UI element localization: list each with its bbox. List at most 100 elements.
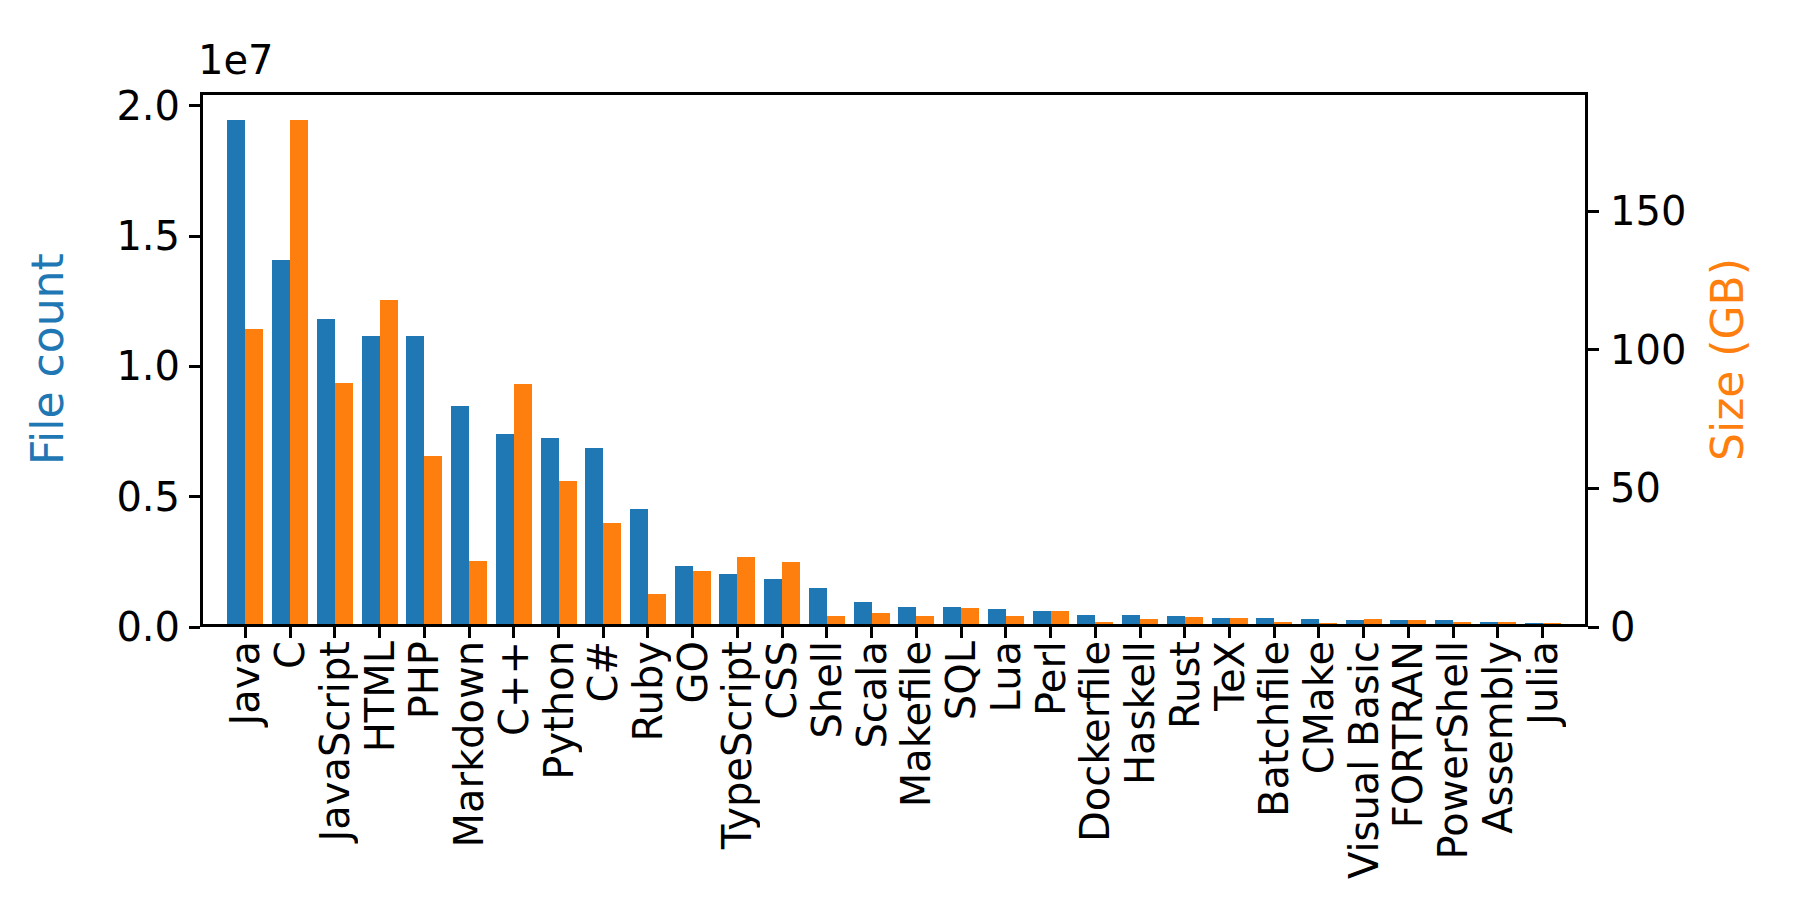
x-tick-label-go: GO <box>673 641 713 703</box>
bar-group-java: Java <box>223 95 268 624</box>
bar-group-sql: SQL <box>939 95 984 624</box>
file-count-bar-php <box>406 336 424 624</box>
x-tick-label-assembly: Assembly <box>1478 641 1518 834</box>
file-count-bar-java <box>227 120 245 624</box>
bar-group-ruby: Ruby <box>626 95 671 624</box>
x-tick-label-makefile: Makefile <box>896 641 936 807</box>
x-tick-label-visual-basic: Visual Basic <box>1344 641 1384 879</box>
x-tick-label-c: C# <box>583 641 623 702</box>
x-tick-haskell <box>1139 627 1142 638</box>
left-y-tick-label-0-0: 0.0 <box>0 603 180 651</box>
bar-group-c: C++ <box>491 95 536 624</box>
x-tick-visual-basic <box>1362 627 1365 638</box>
x-tick-label-sql: SQL <box>941 641 981 720</box>
file-count-bar-typescript <box>719 574 737 624</box>
left-y-tick-0-0 <box>189 626 200 629</box>
left-y-tick-label-1-5: 1.5 <box>0 212 180 260</box>
left-y-tick-2-0 <box>189 104 200 107</box>
bar-group-fortran: FORTRAN <box>1386 95 1431 624</box>
size-gb-bar-css <box>782 562 800 624</box>
bar-group-shell: Shell <box>805 95 850 624</box>
size-gb-bar-assembly <box>1498 622 1516 624</box>
size-gb-bar-lua <box>1006 616 1024 624</box>
right-y-tick-label-50: 50 <box>1610 464 1661 512</box>
x-tick-label-haskell: Haskell <box>1120 641 1160 785</box>
x-tick-php <box>423 627 426 638</box>
file-count-bar-lua <box>988 609 1006 624</box>
file-count-bar-batchfile <box>1256 618 1274 624</box>
size-gb-bar-cmake <box>1319 623 1337 624</box>
size-gb-bar-go <box>693 571 711 624</box>
size-gb-bar-dockerfile <box>1095 622 1113 624</box>
size-gb-bar-html <box>380 300 398 624</box>
x-tick-javascript <box>333 627 336 638</box>
size-gb-bar-ruby <box>648 594 666 624</box>
bar-group-go: GO <box>670 95 715 624</box>
size-gb-bar-php <box>424 456 442 624</box>
x-tick-c <box>289 627 292 638</box>
bar-group-c: C <box>268 95 313 624</box>
x-tick-label-rust: Rust <box>1165 641 1205 729</box>
size-gb-bar-c <box>514 384 532 624</box>
chart-figure: 1e7 File count Size (GB) JavaCJavaScript… <box>0 0 1800 900</box>
size-gb-bar-c <box>603 523 621 624</box>
x-tick-label-powershell: PowerShell <box>1433 641 1473 860</box>
x-tick-label-dockerfile: Dockerfile <box>1075 641 1115 842</box>
file-count-bar-c <box>585 448 603 624</box>
x-tick-label-css: CSS <box>762 641 802 720</box>
right-y-tick-150 <box>1588 210 1599 213</box>
x-tick-label-c: C++ <box>494 641 534 736</box>
x-tick-ruby <box>646 627 649 638</box>
x-tick-markdown <box>468 627 471 638</box>
right-y-tick-0 <box>1588 626 1599 629</box>
file-count-bar-tex <box>1212 618 1230 624</box>
x-tick-fortran <box>1407 627 1410 638</box>
right-axis-label: Size (GB) <box>1706 92 1750 627</box>
bar-group-typescript: TypeScript <box>715 95 760 624</box>
x-tick-label-scala: Scala <box>852 641 892 749</box>
bar-group-javascript: JavaScript <box>312 95 357 624</box>
bar-group-scala: Scala <box>849 95 894 624</box>
file-count-bar-ruby <box>630 509 648 624</box>
x-tick-scala <box>870 627 873 638</box>
x-tick-lua <box>1004 627 1007 638</box>
left-y-tick-label-1-0: 1.0 <box>0 342 180 390</box>
x-tick-label-php: PHP <box>404 641 444 719</box>
file-count-bar-julia <box>1525 623 1543 625</box>
file-count-bar-assembly <box>1480 622 1498 624</box>
file-count-bar-markdown <box>451 406 469 624</box>
x-tick-label-java: Java <box>225 641 265 726</box>
file-count-bar-css <box>764 579 782 624</box>
size-gb-bar-powershell <box>1453 622 1471 624</box>
x-tick-batchfile <box>1273 627 1276 638</box>
y-axis-offset-text: 1e7 <box>198 40 274 80</box>
bar-group-haskell: Haskell <box>1118 95 1163 624</box>
x-tick-assembly <box>1496 627 1499 638</box>
file-count-bar-cmake <box>1301 619 1319 624</box>
x-tick-label-ruby: Ruby <box>628 641 668 741</box>
x-tick-cmake <box>1317 627 1320 638</box>
x-tick-c <box>512 627 515 638</box>
bar-group-rust: Rust <box>1162 95 1207 624</box>
size-gb-bar-javascript <box>335 383 353 624</box>
bar-group-cmake: CMake <box>1297 95 1342 624</box>
bar-group-tex: TeX <box>1207 95 1252 624</box>
bar-group-python: Python <box>536 95 581 624</box>
file-count-bar-perl <box>1033 611 1051 624</box>
x-tick-label-c: C <box>270 641 310 669</box>
x-tick-perl <box>1049 627 1052 638</box>
bar-group-c: C# <box>581 95 626 624</box>
bar-group-php: PHP <box>402 95 447 624</box>
x-tick-label-cmake: CMake <box>1299 641 1339 774</box>
file-count-bar-fortran <box>1390 620 1408 624</box>
file-count-bar-go <box>675 566 693 624</box>
file-count-bar-dockerfile <box>1077 615 1095 624</box>
bar-group-perl: Perl <box>1028 95 1073 624</box>
file-count-bar-haskell <box>1122 615 1140 624</box>
left-y-tick-label-2-0: 2.0 <box>0 82 180 130</box>
x-tick-typescript <box>736 627 739 638</box>
left-y-tick-label-0-5: 0.5 <box>0 473 180 521</box>
left-y-tick-1-0 <box>189 365 200 368</box>
x-tick-html <box>378 627 381 638</box>
x-tick-rust <box>1183 627 1186 638</box>
